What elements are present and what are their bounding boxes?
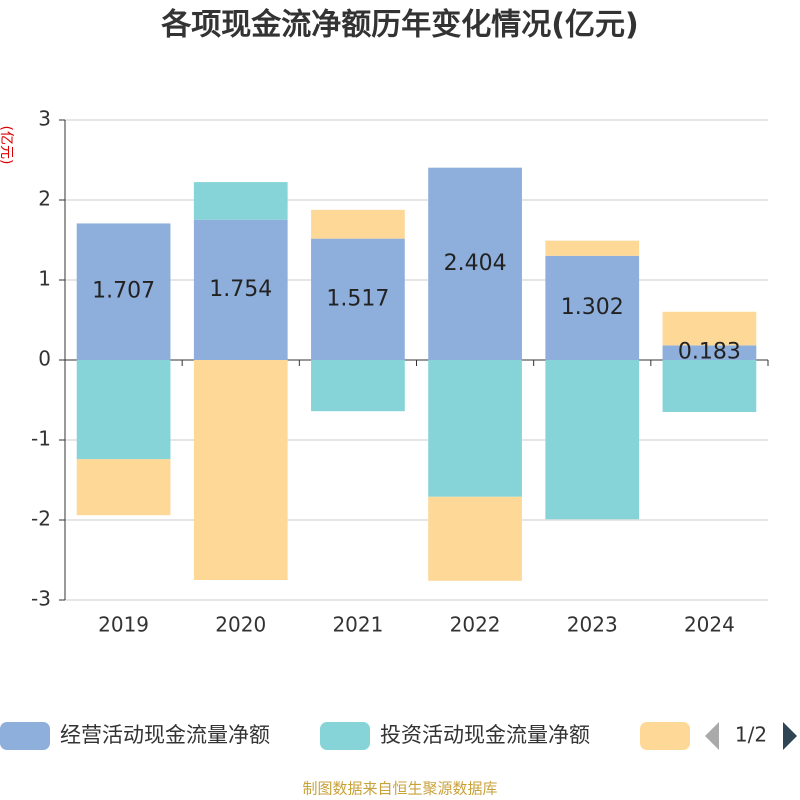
legend-swatch bbox=[0, 722, 50, 750]
bar-segment bbox=[193, 219, 288, 360]
bar-segment bbox=[662, 311, 757, 346]
x-tick-label: 2019 bbox=[98, 613, 149, 637]
source-note: 制图数据来自恒生聚源数据库 bbox=[302, 780, 497, 798]
data-label: 1.517 bbox=[326, 286, 389, 311]
data-label: 0.183 bbox=[678, 340, 741, 365]
bar-segment bbox=[76, 459, 171, 516]
bar-segment bbox=[193, 182, 288, 220]
bar-segment bbox=[545, 255, 640, 360]
y-tick-label: 1 bbox=[38, 267, 51, 291]
bar-segment bbox=[545, 240, 640, 256]
data-label: 2.404 bbox=[444, 251, 507, 276]
bar-segment bbox=[311, 238, 405, 360]
legend-prev[interactable] bbox=[705, 722, 719, 750]
bar-segment bbox=[428, 167, 522, 360]
legend-next[interactable] bbox=[783, 722, 797, 750]
legend-label: 经营活动现金流量净额 bbox=[60, 723, 270, 747]
data-label: 1.707 bbox=[92, 279, 155, 304]
data-label: 1.754 bbox=[209, 277, 272, 302]
y-tick-label: -1 bbox=[31, 427, 51, 451]
x-tick-label: 2020 bbox=[215, 613, 266, 637]
x-tick-label: 2022 bbox=[450, 613, 501, 637]
bar-segment bbox=[193, 360, 288, 580]
bar-segment bbox=[76, 223, 171, 360]
x-tick-label: 2023 bbox=[567, 613, 618, 637]
bar-segment bbox=[662, 345, 757, 360]
y-tick-label: -2 bbox=[31, 507, 51, 531]
bar-segment bbox=[311, 209, 405, 239]
legend-swatch bbox=[320, 722, 370, 750]
bar-segment bbox=[428, 360, 522, 497]
y-axis-label: (亿元) bbox=[0, 126, 14, 165]
data-label: 1.302 bbox=[561, 295, 624, 320]
legend-swatch bbox=[640, 722, 690, 750]
bar-segment bbox=[311, 360, 405, 412]
bar-segment bbox=[662, 360, 757, 412]
x-tick-label: 2021 bbox=[332, 613, 383, 637]
bar-segment bbox=[428, 496, 522, 581]
x-tick-label: 2024 bbox=[684, 613, 735, 637]
bar-segment bbox=[545, 360, 640, 520]
legend-label: 投资活动现金流量净额 bbox=[380, 723, 590, 747]
chart-title: 各项现金流净额历年变化情况(亿元) bbox=[160, 8, 638, 43]
y-tick-label: 0 bbox=[38, 347, 51, 371]
bar-segment bbox=[76, 360, 171, 460]
y-tick-label: 2 bbox=[38, 187, 51, 211]
legend-page: 1/2 bbox=[735, 723, 767, 747]
y-tick-label: -3 bbox=[31, 587, 51, 611]
y-tick-label: 3 bbox=[38, 107, 51, 131]
